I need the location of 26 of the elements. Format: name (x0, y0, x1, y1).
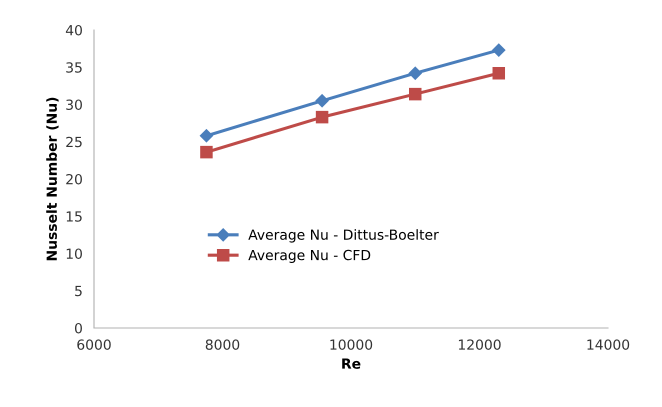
y-tick-label: 5 (75, 286, 82, 296)
y-tick-label: 35 (66, 62, 82, 73)
point (316, 94, 329, 108)
point (409, 88, 422, 100)
point (200, 146, 213, 158)
x-tick-label: 8000 (206, 339, 240, 350)
y-tick-label: 10 (66, 248, 82, 259)
point (408, 66, 422, 80)
point (492, 66, 506, 80)
x-axis-title: Re (342, 358, 360, 369)
legend-label: Average Nu - CFD (248, 250, 370, 263)
y-tick-label: 20 (66, 174, 82, 184)
point (492, 44, 506, 57)
y-tick-label: 40 (66, 24, 82, 36)
y-axis-title: Nusselt Number (Nu) (46, 98, 59, 260)
y-tick-label: 15 (66, 211, 82, 222)
y-tick-label: 25 (66, 136, 82, 148)
x-tick-label: 10000 (330, 339, 372, 350)
x-tick-label: 6000 (77, 339, 111, 350)
legend-label: Average Nu - Dittus-Boelter (248, 229, 439, 243)
point (200, 129, 214, 142)
x-tick-label: 14000 (587, 339, 630, 350)
x-tick-label: 12000 (458, 339, 501, 350)
point (316, 110, 328, 124)
y-tick-label: 0 (74, 322, 82, 334)
y-tick-label: 30 (66, 99, 82, 110)
